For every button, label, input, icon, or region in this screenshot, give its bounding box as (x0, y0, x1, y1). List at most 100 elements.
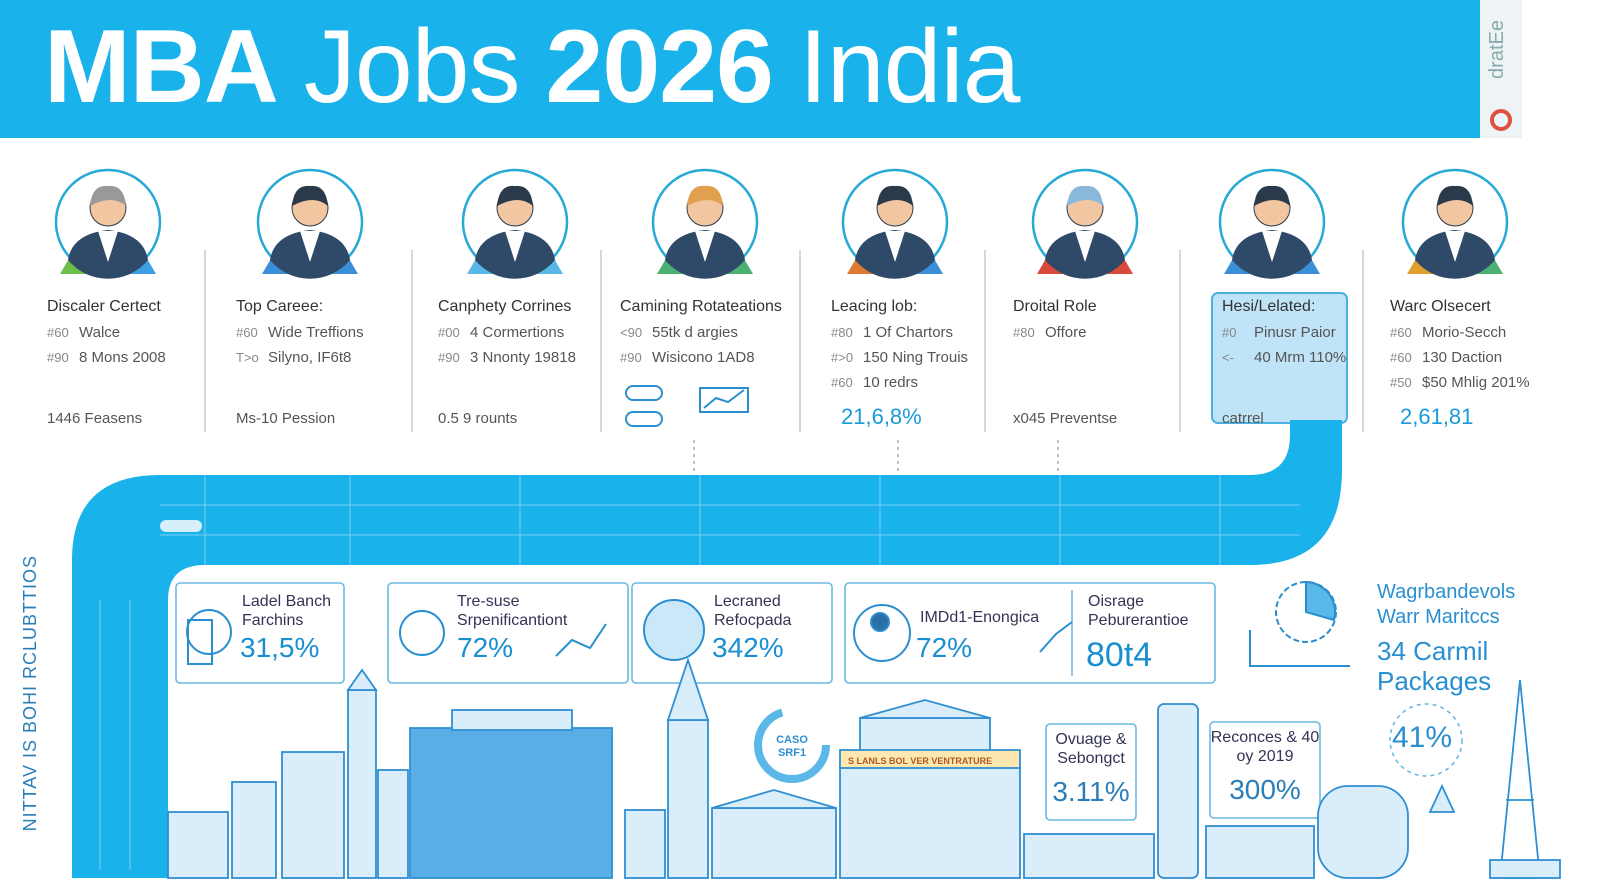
title-part: Jobs (303, 9, 521, 125)
line-text: 4 Cormertions (470, 324, 565, 341)
banner: S LANLS BOL VER VENTRATURE (848, 756, 993, 766)
stat-label: Tre-suse Srpenificantiont (457, 593, 568, 629)
logo: dratEe (1486, 20, 1508, 79)
line-text: $50 Mhlig 201% (1422, 374, 1530, 391)
line-code: #60 (831, 375, 853, 390)
line-code: #60 (236, 325, 258, 340)
line-code: #90 (438, 350, 460, 365)
line-text: 3 Nnonty 19818 (470, 349, 576, 366)
line-text: Morio-Secch (1422, 324, 1507, 341)
line-text: 40 Mrm 110% (1254, 349, 1347, 366)
line-code: #00 (438, 325, 460, 340)
stat-value: 342% (712, 632, 784, 663)
profile-title: Discaler Certect (47, 298, 161, 315)
avatar-hair (90, 185, 126, 206)
header-bar (0, 0, 1480, 138)
stat-value: 72% (457, 632, 514, 663)
line-code: <- (1222, 350, 1234, 365)
avatar-hair (1254, 185, 1290, 206)
profile-line: #90 3 Nnonty 19818 (438, 349, 618, 366)
profile-line: #80 1 Of Chartors (831, 324, 1011, 341)
side-label: NITTAV IS BOHI RCLUBTTIOS (20, 555, 40, 832)
profile: Warc Olsecert #60 Morio-Secch #60 130 Dactio… (1390, 298, 1570, 391)
line-text: Walce (79, 324, 121, 341)
line-text: 130 Daction (1422, 349, 1503, 366)
profile-footer: x045 Preventse (1013, 410, 1118, 427)
avatar-shirt (695, 231, 715, 262)
profile-line: #60 Walce (47, 324, 227, 341)
logo-strip (1480, 0, 1522, 138)
profile-footer: 21,6,8% (841, 404, 922, 429)
line-text: 10 redrs (863, 374, 919, 391)
profile-line: #60 Wide Treffions (236, 324, 416, 341)
profile-line: #90 8 Mons 2008 (47, 349, 227, 366)
profile: Canphety Corrines #00 4 Cormertions #90 3 Nn… (438, 298, 618, 366)
pipe-highlight (160, 520, 202, 532)
avatars (54, 168, 1509, 279)
line-code: #80 (831, 325, 853, 340)
profile-line: #80 Offore (1013, 324, 1193, 341)
profile: Droital Role #80 Offore (1013, 298, 1193, 341)
avatar-shirt (505, 231, 525, 262)
skyline (167, 657, 1561, 879)
avatar-shirt (98, 231, 118, 262)
title: MBA Jobs 2026 India (44, 8, 1045, 127)
line-code: #60 (1390, 325, 1412, 340)
profile-line: #90 Wisicono 1AD8 (620, 349, 800, 366)
feature-value: 34 Carmil Packages (1377, 636, 1492, 696)
profile-footer: Ms-10 Pession (236, 410, 336, 427)
profile-title: Droital Role (1013, 298, 1097, 315)
line-text: Wisicono 1AD8 (652, 349, 755, 366)
stat-boxes (175, 582, 1463, 821)
profile-line: #60 Morio-Secch (1390, 324, 1570, 341)
line-code: #90 (620, 350, 642, 365)
pipeline-grid (99, 475, 1300, 870)
line-code: #90 (47, 350, 69, 365)
profile-footer: 1446 Feasens (47, 410, 143, 427)
profile-line: <90 55tk d argies (620, 324, 800, 341)
profile-line: #60 130 Daction (1390, 349, 1570, 366)
profile-title: Leacing lob: (831, 298, 918, 315)
profile-line: T>o Silyno, IF6t8 (236, 349, 416, 366)
stat-label: Oisrage Peburerantioe (1088, 593, 1189, 629)
line-text: 150 Ning Trouis (863, 349, 969, 366)
profile-title: Hesi/Lelated: (1222, 298, 1316, 315)
profile-footer: catrrel (1222, 410, 1264, 427)
connectors (693, 440, 1059, 472)
profile: Top Careee: #60 Wide Treffions T>o Silyno, I… (236, 298, 416, 366)
profile-title: Canphety Corrines (438, 298, 572, 315)
profile: Camining Rotateations <90 55tk d argies #90… (620, 298, 800, 366)
line-code: #60 (1390, 350, 1412, 365)
profile-title: Warc Olsecert (1390, 298, 1491, 315)
ring-value: 41% (1392, 721, 1453, 754)
title-part: MBA (44, 9, 279, 125)
profile: Hesi/Lelated: #0 Pinusr Paior <- 40 Mrm 110% (1222, 298, 1402, 366)
line-text: 1 Of Chartors (863, 324, 954, 341)
profile: Discaler Certect #60 Walce #90 8 Mons 2008 (47, 298, 227, 366)
title-part: India (798, 9, 1021, 125)
stat-value: 72% (916, 632, 973, 663)
avatar-shirt (1262, 231, 1282, 262)
profile-footer: 0.5 9 rounts (438, 410, 518, 427)
avatar-hair (497, 185, 533, 206)
logo-mark (1490, 109, 1512, 131)
line-text: Silyno, IF6t8 (268, 349, 352, 366)
profile-line: #00 4 Cormertions (438, 324, 618, 341)
avatar-shirt (885, 231, 905, 262)
avatar-shirt (300, 231, 320, 262)
profile: Leacing lob: #80 1 Of Chartors #>0 150 Ning … (831, 298, 1011, 391)
stat-label: IMDd1-Enongica (920, 609, 1040, 626)
lower-stat-label: Ovuage & Sebongct (1055, 731, 1127, 767)
line-text: 55tk d argies (652, 324, 738, 341)
line-code: T>o (236, 350, 259, 365)
avatar-shirt (1075, 231, 1095, 262)
line-code: #50 (1390, 375, 1412, 390)
stat-label: Lecraned Refocpada (714, 593, 792, 629)
line-text: Wide Treffions (268, 324, 364, 341)
line-text: Offore (1045, 324, 1087, 341)
avatar-hair (877, 185, 913, 206)
line-code: #80 (1013, 325, 1035, 340)
profile-footer: 2,61,81 (1400, 404, 1474, 429)
